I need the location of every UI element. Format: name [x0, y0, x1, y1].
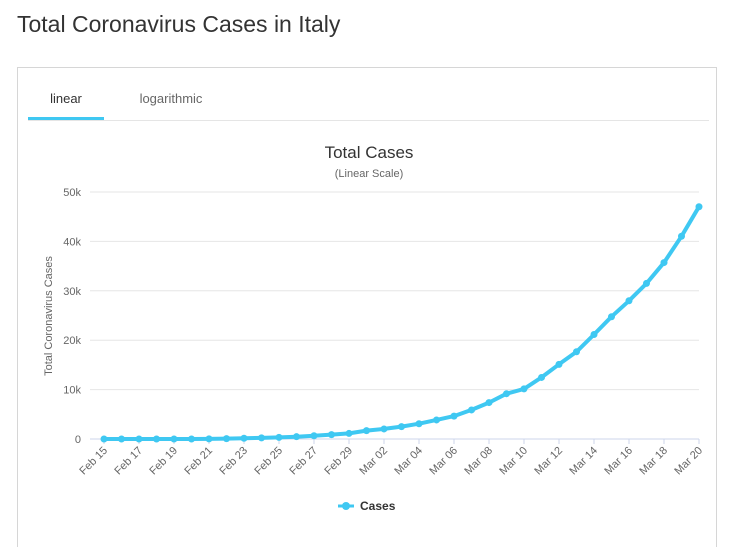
x-tick-label: Feb 17 [112, 445, 145, 478]
data-point[interactable] [380, 425, 388, 433]
data-point[interactable] [310, 432, 318, 440]
chart-card: linear logarithmic [17, 67, 717, 547]
legend-marker-icon [342, 502, 350, 510]
x-tick-label: Mar 04 [392, 445, 425, 478]
tab-logarithmic[interactable]: logarithmic [139, 91, 203, 106]
data-point[interactable] [538, 373, 545, 381]
x-tick-label: Feb 23 [217, 445, 250, 478]
data-point[interactable] [660, 259, 668, 267]
data-point[interactable] [188, 435, 195, 443]
y-tick-label: 0 [75, 434, 81, 446]
grid [90, 191, 699, 440]
chart-title: Total Cases [325, 143, 414, 162]
data-point[interactable] [153, 435, 160, 443]
x-tick-label: Feb 15 [77, 445, 110, 478]
data-point[interactable] [328, 431, 335, 439]
data-point[interactable] [520, 385, 528, 393]
x-tick-label: Feb 19 [147, 445, 180, 478]
data-point[interactable] [240, 434, 248, 442]
data-point[interactable] [433, 416, 440, 424]
y-axis-ticks: 0 10k 20k 30k 40k 50k [63, 187, 81, 446]
chart-subtitle: (Linear Scale) [335, 168, 403, 180]
data-point[interactable] [503, 390, 510, 398]
x-tick-label: Feb 27 [287, 445, 320, 478]
data-point[interactable] [695, 203, 703, 211]
y-tick-label: 20k [63, 335, 81, 347]
x-tick-label: Mar 08 [462, 445, 495, 478]
x-axis-ticks: Feb 15 Feb 17 Feb 19 Feb 21 Feb 23 Feb 25 Feb … [77, 439, 705, 477]
data-point[interactable] [643, 279, 650, 287]
data-point[interactable] [275, 433, 283, 441]
scale-tabs: linear logarithmic [28, 68, 709, 121]
y-axis-title: Total Coronavirus Cases [43, 256, 55, 376]
x-tick-label: Mar 14 [567, 445, 600, 478]
page-title: Total Coronavirus Cases in Italy [17, 11, 341, 37]
data-point[interactable] [258, 434, 265, 442]
data-point[interactable] [118, 435, 125, 443]
data-point[interactable] [398, 423, 405, 431]
data-point[interactable] [345, 429, 353, 437]
data-point[interactable] [135, 435, 143, 443]
x-tick-label: Mar 12 [532, 445, 565, 478]
y-tick-label: 30k [63, 286, 81, 298]
x-tick-label: Mar 06 [427, 445, 460, 478]
data-point[interactable] [293, 433, 300, 441]
data-point[interactable] [205, 435, 213, 443]
x-tick-label: Mar 02 [357, 445, 390, 478]
x-tick-label: Mar 20 [672, 445, 705, 478]
x-tick-label: Mar 10 [497, 445, 530, 478]
data-point[interactable] [363, 427, 370, 435]
x-tick-label: Mar 16 [602, 445, 635, 478]
data-point[interactable] [100, 435, 108, 443]
y-tick-label: 50k [63, 187, 81, 199]
data-point[interactable] [170, 435, 178, 443]
data-point[interactable] [485, 399, 493, 407]
x-tick-label: Feb 21 [182, 445, 215, 478]
y-tick-label: 40k [63, 236, 81, 248]
tab-linear[interactable]: linear [28, 68, 104, 120]
x-tick-label: Feb 25 [252, 445, 285, 478]
data-point[interactable] [415, 420, 423, 428]
data-point[interactable] [223, 435, 230, 443]
data-point[interactable] [468, 406, 475, 414]
data-point[interactable] [625, 297, 633, 305]
data-point[interactable] [450, 412, 458, 420]
legend-label-cases: Cases [360, 499, 396, 513]
data-point[interactable] [678, 232, 685, 240]
series-cases [100, 203, 703, 443]
data-point[interactable] [573, 348, 580, 356]
x-tick-label: Feb 29 [322, 445, 355, 478]
data-point[interactable] [555, 360, 563, 368]
legend[interactable]: Cases [338, 499, 396, 513]
y-tick-label: 10k [63, 385, 81, 397]
x-tick-label: Mar 18 [637, 445, 670, 478]
data-point[interactable] [590, 330, 598, 338]
data-point[interactable] [608, 313, 615, 321]
